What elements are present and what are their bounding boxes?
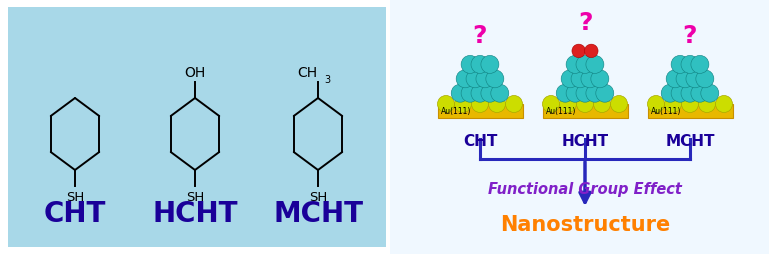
Circle shape — [611, 96, 628, 113]
Text: Au(111): Au(111) — [545, 107, 576, 116]
Circle shape — [488, 96, 505, 113]
FancyBboxPatch shape — [542, 105, 628, 119]
Circle shape — [581, 71, 599, 88]
Circle shape — [476, 71, 494, 88]
Circle shape — [471, 56, 489, 74]
Text: CHT: CHT — [463, 133, 498, 148]
Circle shape — [471, 85, 489, 103]
Text: Au(111): Au(111) — [441, 107, 471, 116]
Circle shape — [664, 96, 681, 113]
Circle shape — [686, 71, 704, 88]
Circle shape — [566, 56, 584, 74]
Text: SH: SH — [186, 190, 204, 203]
Circle shape — [681, 56, 699, 74]
Circle shape — [451, 85, 469, 103]
Circle shape — [661, 85, 679, 103]
Text: Nanostructure: Nanostructure — [500, 214, 670, 234]
Circle shape — [591, 71, 609, 88]
Circle shape — [666, 71, 684, 88]
FancyBboxPatch shape — [8, 8, 386, 247]
Text: ?: ? — [473, 24, 488, 48]
Circle shape — [560, 96, 577, 113]
Text: ?: ? — [683, 24, 697, 48]
Circle shape — [481, 56, 499, 74]
Circle shape — [577, 96, 594, 113]
Circle shape — [691, 85, 709, 103]
Text: OH: OH — [185, 66, 205, 80]
Text: CH: CH — [297, 66, 317, 80]
Circle shape — [671, 56, 689, 74]
Circle shape — [671, 85, 689, 103]
Circle shape — [466, 71, 484, 88]
Text: SH: SH — [66, 190, 84, 203]
Circle shape — [561, 71, 579, 88]
Text: CHT: CHT — [44, 199, 106, 227]
Circle shape — [647, 96, 664, 113]
Circle shape — [481, 85, 499, 103]
FancyBboxPatch shape — [390, 0, 769, 254]
Text: Functional Group Effect: Functional Group Effect — [488, 181, 682, 196]
Text: 3: 3 — [324, 75, 330, 85]
Circle shape — [438, 96, 454, 113]
Circle shape — [576, 85, 594, 103]
Circle shape — [701, 85, 719, 103]
Circle shape — [456, 71, 474, 88]
Circle shape — [572, 45, 585, 58]
Circle shape — [486, 71, 504, 88]
Text: SH: SH — [309, 190, 327, 203]
Text: HCHT: HCHT — [152, 199, 238, 227]
Circle shape — [461, 56, 479, 74]
Text: Au(111): Au(111) — [651, 107, 681, 116]
FancyBboxPatch shape — [647, 105, 733, 119]
Text: MCHT: MCHT — [273, 199, 363, 227]
Circle shape — [586, 56, 604, 74]
Circle shape — [556, 85, 574, 103]
Circle shape — [696, 71, 714, 88]
Circle shape — [681, 85, 699, 103]
Circle shape — [491, 85, 509, 103]
Circle shape — [698, 96, 715, 113]
Circle shape — [681, 96, 698, 113]
Text: HCHT: HCHT — [561, 133, 608, 148]
Circle shape — [571, 71, 589, 88]
Circle shape — [542, 96, 560, 113]
FancyBboxPatch shape — [438, 105, 522, 119]
Circle shape — [586, 85, 604, 103]
Circle shape — [576, 56, 594, 74]
Text: MCHT: MCHT — [665, 133, 714, 148]
Circle shape — [454, 96, 471, 113]
Circle shape — [594, 96, 611, 113]
Circle shape — [691, 56, 709, 74]
Circle shape — [596, 85, 614, 103]
Circle shape — [715, 96, 733, 113]
Circle shape — [505, 96, 522, 113]
Text: ?: ? — [578, 11, 592, 35]
Circle shape — [461, 85, 479, 103]
Circle shape — [471, 96, 488, 113]
Circle shape — [676, 71, 694, 88]
Circle shape — [584, 45, 598, 58]
Circle shape — [566, 85, 584, 103]
